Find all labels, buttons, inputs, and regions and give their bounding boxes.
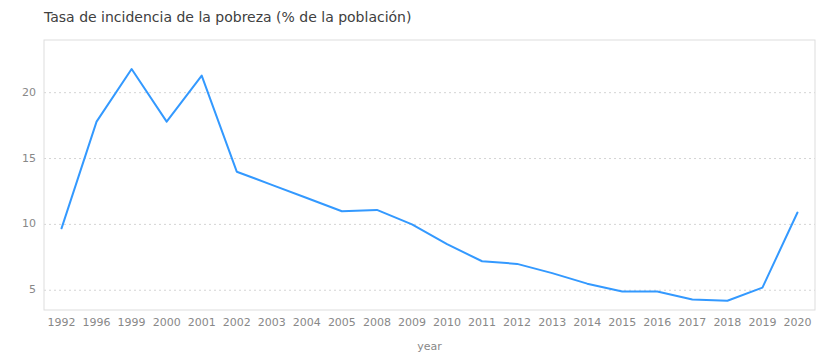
- x-tick-label: 2003: [258, 316, 286, 329]
- x-tick-label: 2005: [328, 316, 356, 329]
- x-tick-label: 1992: [48, 316, 76, 329]
- y-grid: [44, 93, 815, 291]
- grid-line: [44, 290, 815, 291]
- x-tick-label: 2013: [538, 316, 566, 329]
- x-tick-label: 2017: [678, 316, 706, 329]
- x-tick-label: 2012: [503, 316, 531, 329]
- x-tick-label: 2009: [398, 316, 426, 329]
- x-tick-labels: 1992 1996 1999 2000 2001 2002 2003 2004 2005 2008…: [48, 316, 812, 329]
- x-tick-label: 2019: [748, 316, 776, 329]
- y-tick-label: 20: [22, 86, 36, 99]
- plot-frame: [44, 40, 815, 310]
- x-tick-label: 1996: [83, 316, 111, 329]
- x-axis-label: year: [417, 340, 442, 353]
- x-tick-label: 2008: [363, 316, 391, 329]
- x-tick-label: 2010: [433, 316, 461, 329]
- x-tick-label: 2016: [643, 316, 671, 329]
- grid-line: [44, 224, 815, 225]
- x-tick-label: 2002: [223, 316, 251, 329]
- chart: 5 10 15 20 1992 1996 1999 2000 2001 2002 2003 2004 2…: [0, 0, 831, 360]
- y-tick-labels: 5 10 15 20: [22, 86, 36, 297]
- x-tick-label: 2018: [713, 316, 741, 329]
- chart-container: 5 10 15 20 1992 1996 1999 2000 2001 2002 2003 2004 2…: [0, 0, 831, 360]
- x-tick-label: 2011: [468, 316, 496, 329]
- data-layer: [62, 69, 798, 301]
- x-tick-label: 2000: [153, 316, 181, 329]
- grid-line: [44, 92, 815, 93]
- x-tick-label: 2004: [293, 316, 321, 329]
- x-tick-label: 2020: [783, 316, 811, 329]
- grid-line: [44, 158, 815, 159]
- title: Tasa de incidencia de la pobreza (% de l…: [43, 9, 411, 25]
- y-tick-label: 15: [22, 152, 36, 165]
- data-line: [62, 69, 798, 301]
- x-tick-label: 2001: [188, 316, 216, 329]
- x-tick-label: 2014: [573, 316, 601, 329]
- x-tick-label: 1999: [118, 316, 146, 329]
- y-tick-label: 5: [29, 283, 36, 296]
- x-tick-label: 2015: [608, 316, 636, 329]
- y-tick-label: 10: [22, 217, 36, 230]
